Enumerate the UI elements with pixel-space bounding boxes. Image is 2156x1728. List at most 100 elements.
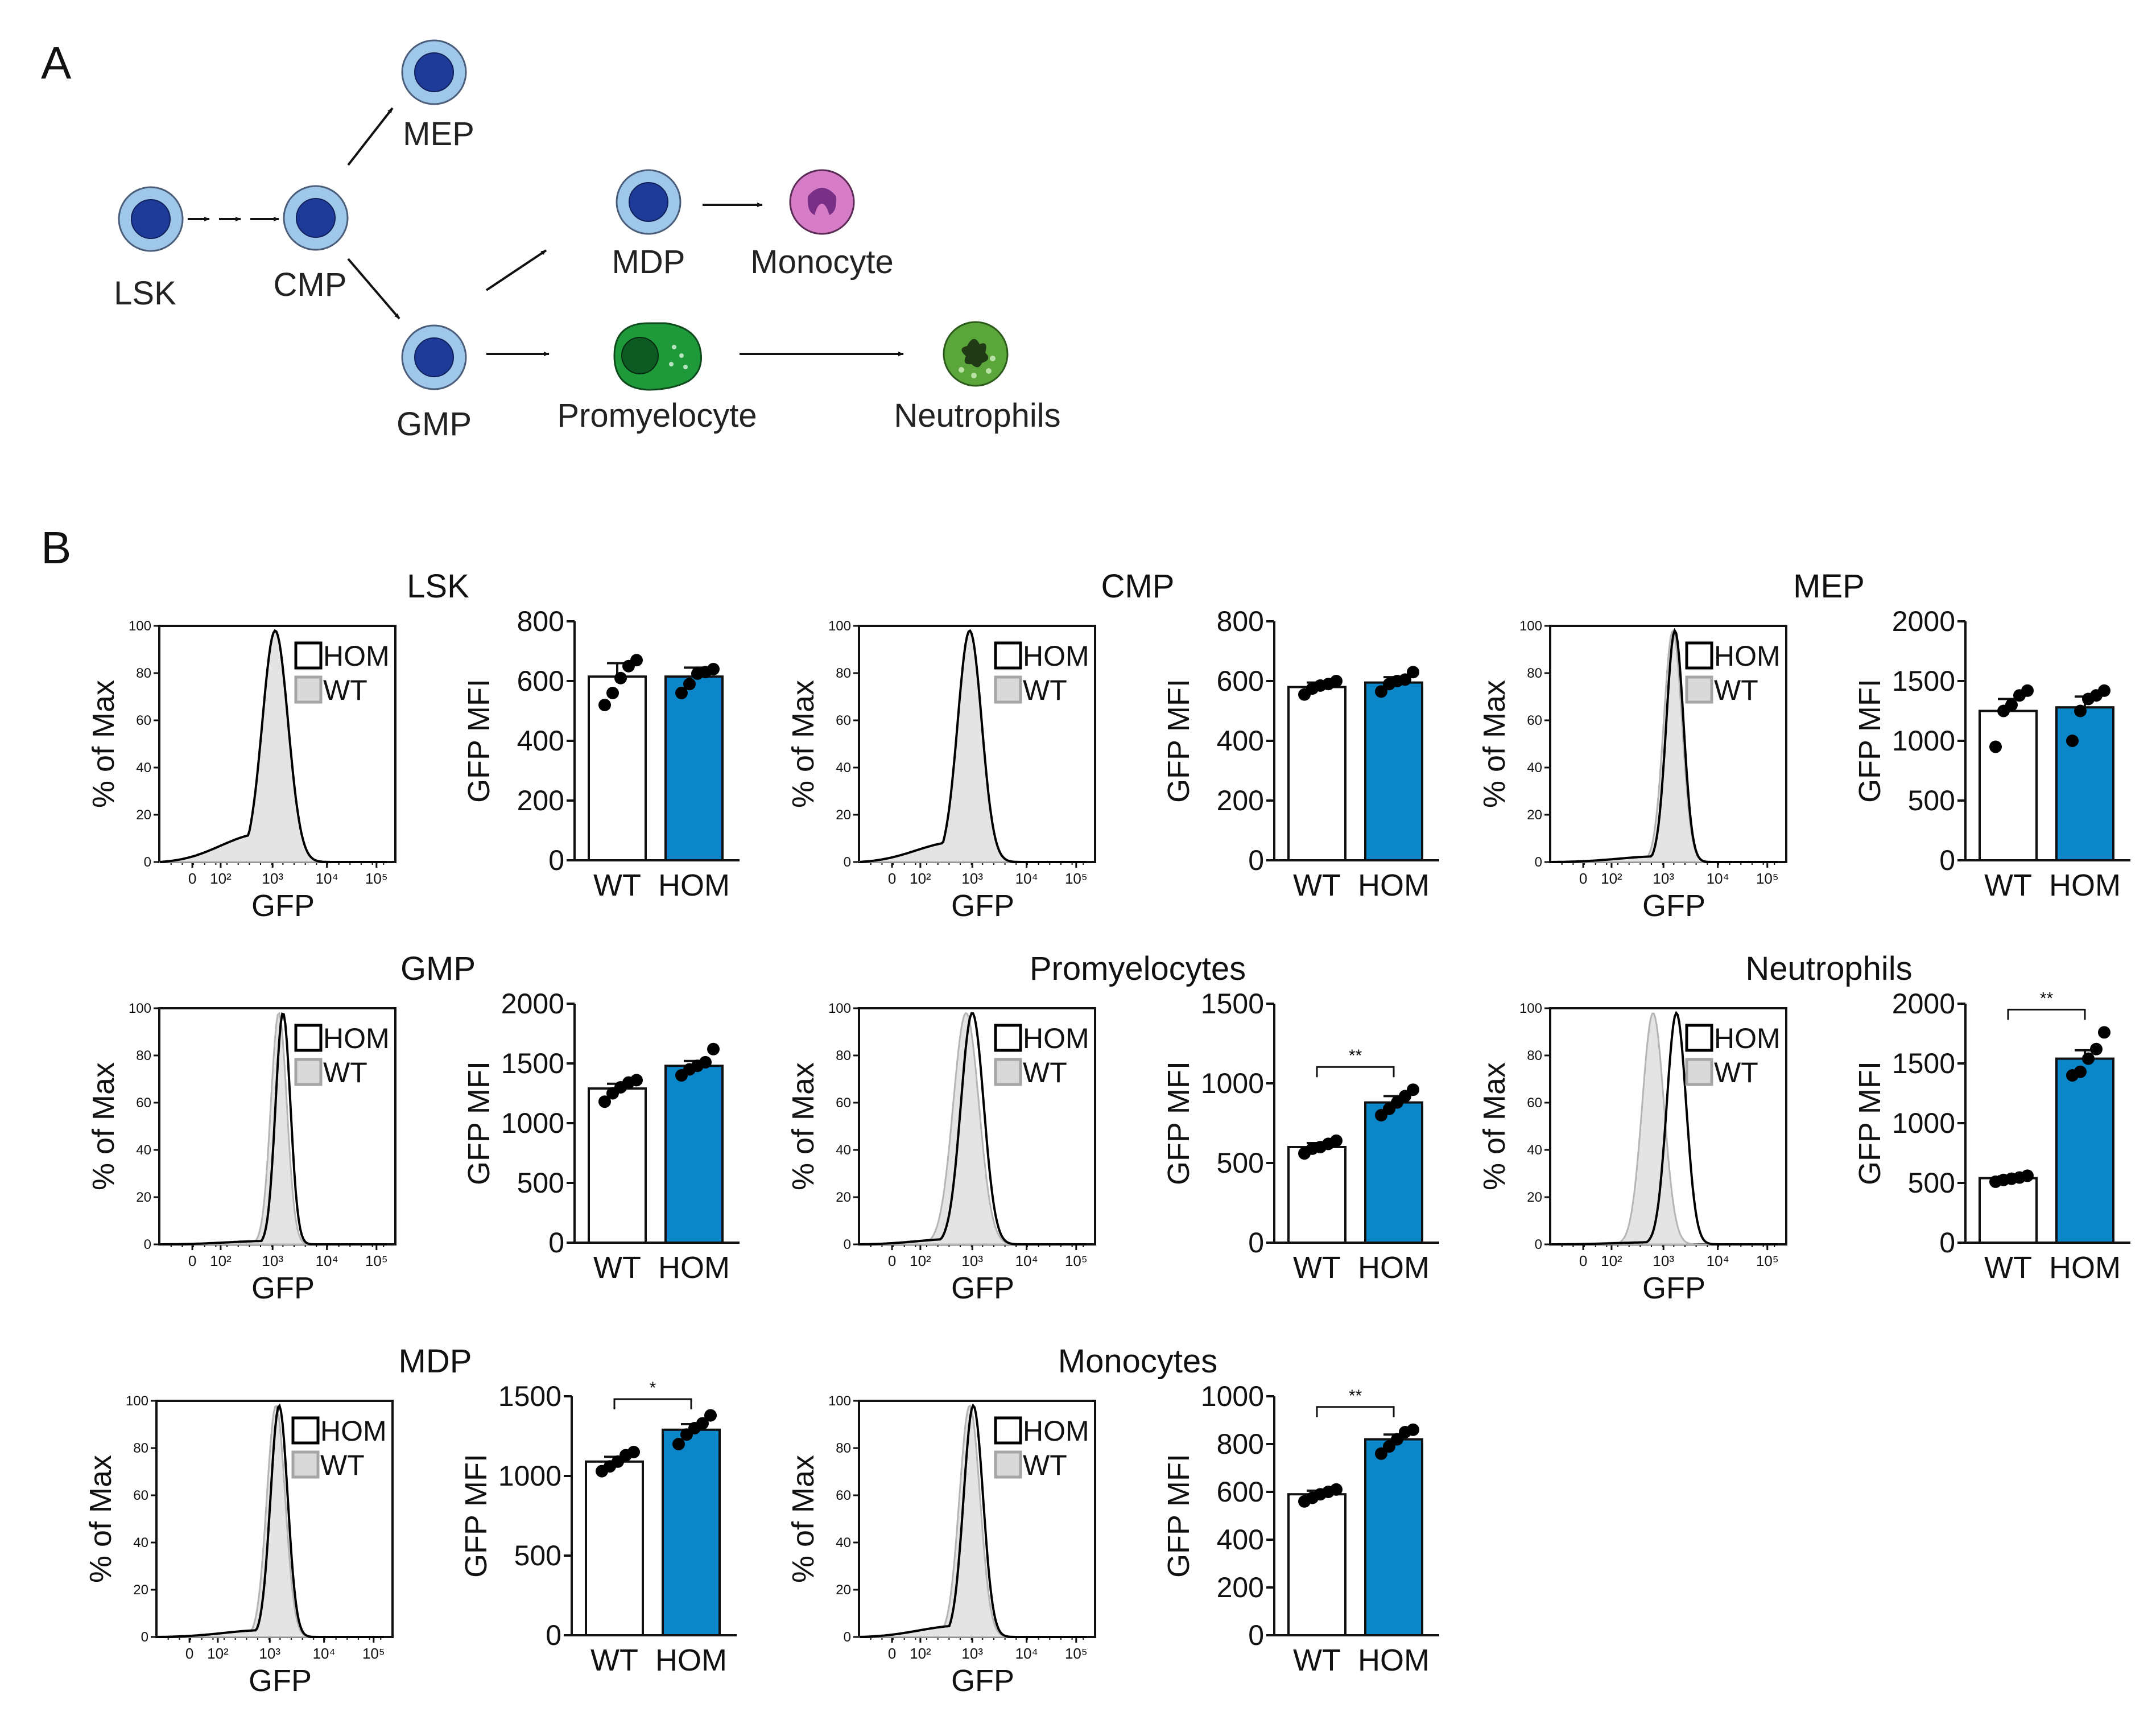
- legend-wt-label: WT: [323, 674, 367, 706]
- histogram-xtick-label: 10²: [910, 1645, 931, 1662]
- histogram-ytick-label: 100: [828, 1001, 851, 1016]
- legend-hom-swatch: [1685, 641, 1713, 670]
- histogram-xlabel: GFP: [951, 889, 1014, 923]
- bar-category-label: WT: [1984, 868, 2032, 902]
- histogram-hom-curve: [1550, 628, 1778, 863]
- legend-wt-swatch: [994, 675, 1022, 704]
- data-point-hom: [1407, 1423, 1419, 1436]
- panel-label-b: B: [41, 522, 71, 573]
- legend-hom-label: HOM: [323, 1022, 390, 1054]
- bar-ytick-label: 0: [1939, 844, 1955, 876]
- subpanel-title: CMP: [1101, 568, 1175, 605]
- histogram-xtick-label: 0: [1579, 870, 1587, 887]
- legend-hom-label: HOM: [1714, 640, 1781, 672]
- data-point-wt: [2021, 1169, 2034, 1182]
- histogram-ytick-label: 40: [1527, 760, 1542, 776]
- bar-ytick-label: 1500: [498, 1380, 561, 1412]
- bar-category-label: WT: [593, 868, 641, 902]
- bar-category-label: HOM: [2049, 1251, 2121, 1285]
- histogram-ytick-label: 20: [836, 1582, 851, 1598]
- histogram-xtick-label: 10²: [910, 870, 931, 887]
- bar-category-label: WT: [1293, 1643, 1341, 1677]
- legend-wt-label: WT: [1023, 1057, 1067, 1088]
- cell-mep: MEP: [401, 39, 474, 152]
- legend-hom-swatch: [294, 641, 323, 670]
- histogram-xtick-label: 10⁵: [1756, 870, 1779, 887]
- histogram-ytick-label: 0: [1535, 855, 1542, 870]
- histogram-ytick-label: 100: [1519, 618, 1542, 634]
- data-point-hom: [1375, 1447, 1387, 1460]
- histogram-ytick-label: 60: [1527, 713, 1542, 728]
- bar-wt: [1287, 1493, 1347, 1636]
- histogram-ytick-label: 80: [836, 1048, 851, 1063]
- histogram-ytick-label: 60: [133, 1488, 148, 1503]
- histogram-xtick-label: 10³: [1653, 1252, 1674, 1269]
- histogram-ylabel: % of Max: [1477, 680, 1511, 808]
- bar-ytick-label: 0: [548, 844, 564, 876]
- histogram-ylabel: % of Max: [786, 680, 820, 808]
- bar-ytick-label: 500: [1217, 1147, 1264, 1179]
- histogram-xtick-label: 10⁵: [365, 870, 388, 887]
- bar-hom: [664, 675, 724, 861]
- bar-category-label: WT: [593, 1251, 641, 1285]
- histogram-xtick-label: 10⁴: [1015, 1645, 1038, 1662]
- legend-wt-label: WT: [323, 1057, 367, 1088]
- histogram-ylabel: % of Max: [786, 1455, 820, 1583]
- legend-wt-label: WT: [1714, 674, 1758, 706]
- histogram-hom-curve: [1550, 1011, 1778, 1246]
- histogram-ytick-label: 100: [126, 1393, 148, 1409]
- lineage-arrows: [188, 107, 904, 356]
- histogram-ytick-label: 20: [1527, 807, 1542, 823]
- subpanel-title: LSK: [407, 568, 469, 605]
- histogram-ylabel: % of Max: [1477, 1062, 1511, 1190]
- histogram-xlabel: GFP: [251, 1271, 315, 1305]
- cell-label-promyelocyte: Promyelocyte: [557, 397, 757, 434]
- histogram-xtick-label: 10³: [262, 1252, 283, 1269]
- data-point-hom: [672, 1438, 685, 1450]
- histogram-xlabel: GFP: [951, 1664, 1014, 1698]
- histogram-hom-curve: [156, 1403, 385, 1639]
- bar-ytick-label: 2000: [1892, 605, 1955, 637]
- data-point-hom: [1407, 1083, 1419, 1096]
- bar-ytick-label: 200: [1217, 785, 1264, 816]
- histogram-xlabel: GFP: [1642, 889, 1705, 923]
- data-point-wt: [1330, 675, 1343, 687]
- bar-category-label: HOM: [1358, 1643, 1430, 1677]
- data-point-wt: [2005, 699, 2018, 711]
- histogram-ytick-label: 60: [136, 1095, 151, 1111]
- legend-hom-label: HOM: [1023, 640, 1089, 672]
- data-point-hom: [683, 678, 696, 691]
- bar-ytick-label: 400: [1217, 725, 1264, 757]
- histogram-xtick-label: 0: [888, 870, 896, 887]
- legend-hom-swatch: [994, 641, 1022, 670]
- bar-ylabel: GFP MFI: [1853, 1061, 1887, 1185]
- bar-ytick-label: 1500: [1892, 1047, 1955, 1079]
- histogram-hom-curve: [858, 1012, 1087, 1246]
- legend-wt-label: WT: [320, 1449, 365, 1481]
- histogram-xtick-label: 10²: [210, 1252, 232, 1269]
- data-point-wt: [598, 699, 611, 711]
- cell-label-lsk: LSK: [114, 275, 176, 312]
- histogram-xtick-label: 0: [1579, 1252, 1587, 1269]
- histogram-xtick-label: 10³: [961, 1645, 983, 1662]
- histogram-xtick-label: 0: [888, 1252, 896, 1269]
- histogram-ytick-label: 100: [1519, 1001, 1542, 1016]
- bar-category-label: HOM: [655, 1643, 727, 1677]
- data-point-hom: [675, 687, 688, 699]
- bar-ytick-label: 2000: [501, 988, 564, 1020]
- histogram-xlabel: GFP: [1642, 1271, 1705, 1305]
- cell-label-mep: MEP: [403, 116, 474, 152]
- data-point-hom: [1383, 1440, 1395, 1453]
- data-point-hom: [707, 663, 720, 675]
- histogram-xtick-label: 10³: [961, 1252, 983, 1269]
- cell-neutrophils: Neutrophils: [894, 321, 1061, 434]
- data-point-hom: [2098, 684, 2110, 697]
- histogram-ytick-label: 0: [844, 855, 851, 870]
- bar-ytick-label: 600: [1217, 1476, 1264, 1508]
- histogram-xtick-label: 10⁴: [313, 1645, 336, 1662]
- bar-ylabel: GFP MFI: [462, 679, 496, 803]
- bar-ytick-label: 400: [517, 725, 564, 757]
- bar-wt: [588, 1087, 647, 1244]
